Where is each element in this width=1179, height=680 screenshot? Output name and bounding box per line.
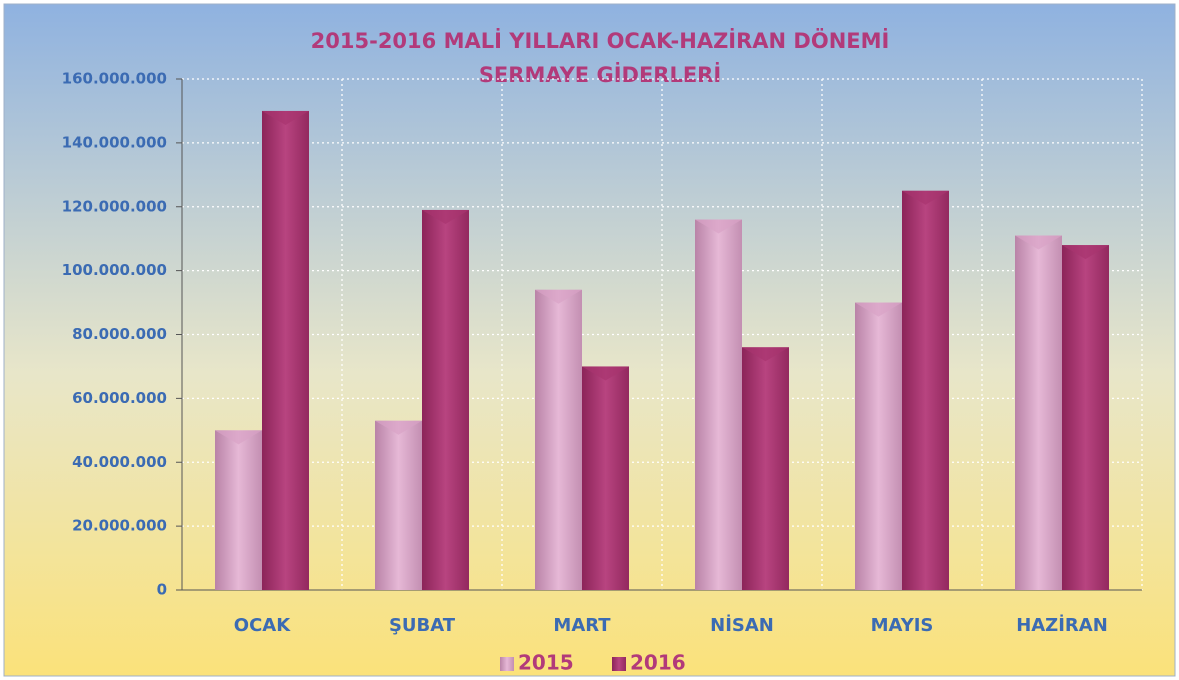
bar-cap (535, 289, 582, 304)
y-tick-label: 160.000.000 (62, 70, 167, 88)
x-tick-label: HAZİRAN (1016, 614, 1108, 636)
bar-cap (902, 190, 949, 205)
bar (695, 219, 742, 590)
bar (215, 430, 262, 590)
bar (1062, 245, 1109, 590)
legend-swatch (500, 657, 514, 671)
y-tick-label: 20.000.000 (72, 517, 167, 535)
bar (1015, 235, 1062, 590)
y-tick-label: 0 (157, 581, 167, 599)
bar (375, 420, 422, 590)
y-tick-label: 40.000.000 (72, 453, 167, 471)
y-tick-label: 80.000.000 (72, 325, 167, 343)
y-tick-label: 60.000.000 (72, 389, 167, 407)
chart-title: 2015-2016 MALİ YILLARI OCAK-HAZİRAN DÖNE… (311, 28, 890, 53)
bar (902, 190, 949, 590)
bar (582, 366, 629, 590)
bar-cap (215, 430, 262, 445)
y-tick-label: 120.000.000 (62, 197, 167, 215)
bar-cap (742, 347, 789, 362)
bar-cap (582, 366, 629, 381)
bar-cap (422, 209, 469, 224)
bar-cap (695, 219, 742, 234)
x-tick-label: OCAK (234, 615, 291, 636)
y-tick-label: 100.000.000 (62, 261, 167, 279)
bar-cap (262, 110, 309, 125)
legend-swatch (612, 657, 626, 671)
x-tick-label: NİSAN (710, 614, 774, 636)
bar (422, 209, 469, 590)
x-tick-label: MART (553, 615, 611, 636)
bar-cap (855, 302, 902, 317)
x-tick-label: ŞUBAT (389, 615, 456, 636)
bar-cap (1062, 245, 1109, 260)
chart-subtitle: SERMAYE GİDERLERİ (479, 62, 721, 87)
bar (855, 302, 902, 590)
y-tick-label: 140.000.000 (62, 133, 167, 151)
bar (742, 347, 789, 590)
legend-label: 2015 (518, 651, 574, 675)
bar (535, 289, 582, 590)
x-tick-label: MAYIS (871, 615, 934, 636)
bar-cap (1015, 235, 1062, 250)
bar (262, 110, 309, 590)
bar-cap (375, 420, 422, 435)
legend-label: 2016 (630, 651, 686, 675)
